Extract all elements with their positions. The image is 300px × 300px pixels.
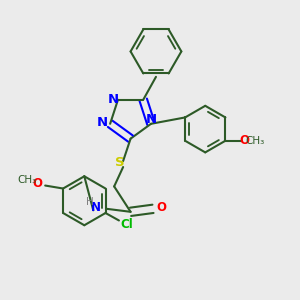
Text: H: H (86, 197, 94, 207)
Text: O: O (239, 134, 249, 147)
Text: N: N (108, 93, 119, 106)
Text: S: S (115, 156, 125, 169)
Text: CH₃: CH₃ (17, 175, 36, 184)
Text: Cl: Cl (121, 218, 134, 231)
Text: N: N (146, 113, 157, 126)
Text: N: N (97, 116, 108, 129)
Text: N: N (91, 201, 101, 214)
Text: O: O (156, 201, 166, 214)
Text: O: O (33, 177, 43, 190)
Text: CH₃: CH₃ (246, 136, 265, 146)
